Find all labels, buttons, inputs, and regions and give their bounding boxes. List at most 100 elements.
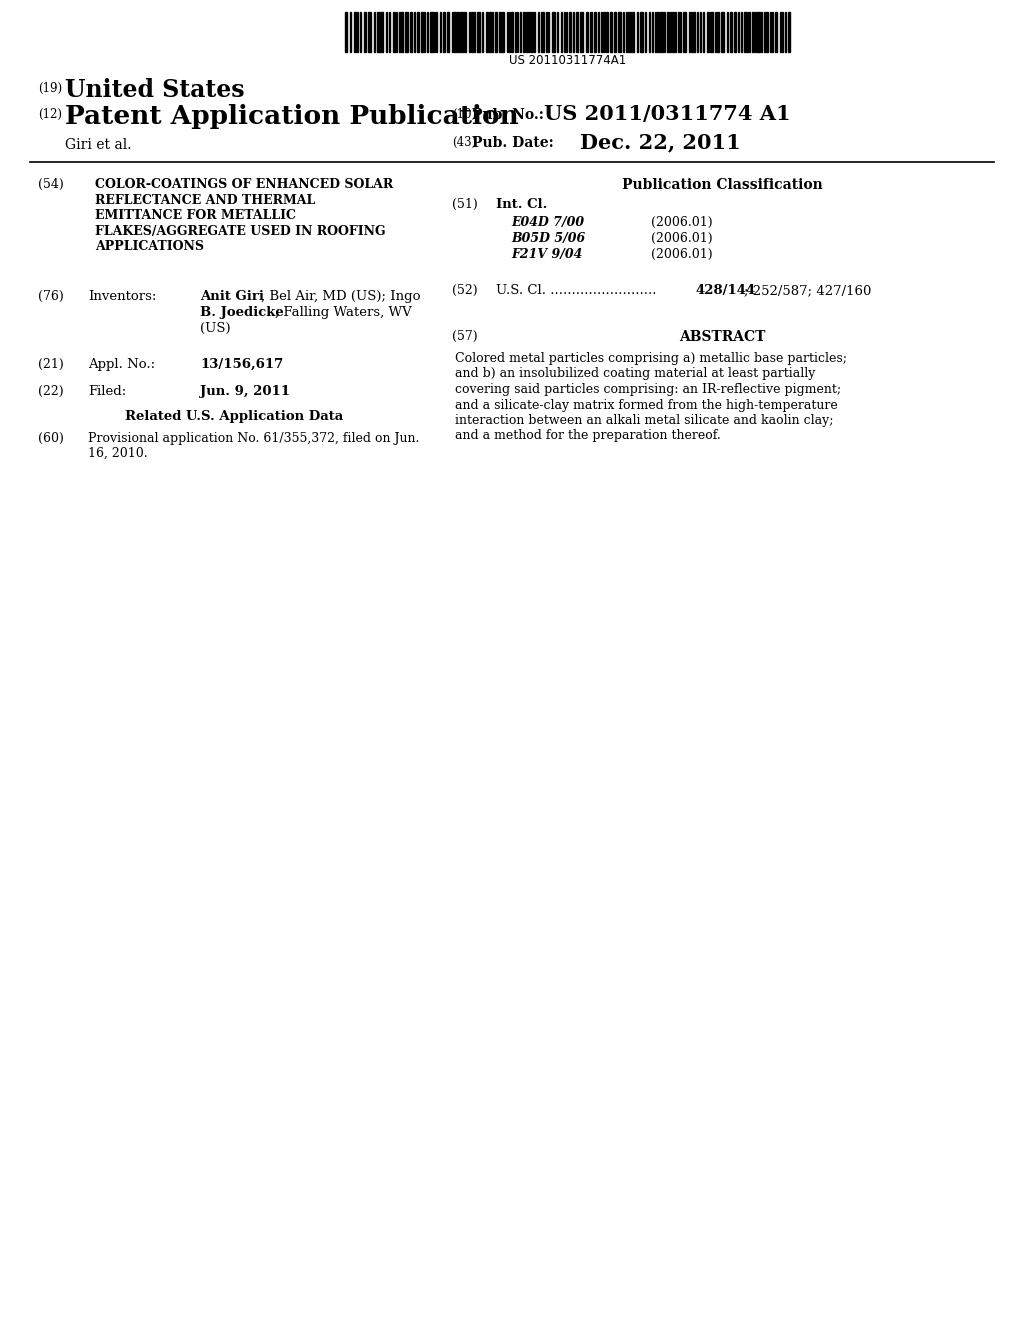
Text: Pub. Date:: Pub. Date: [472,136,554,150]
Text: APPLICATIONS: APPLICATIONS [95,240,204,253]
Text: 13/156,617: 13/156,617 [200,358,284,371]
Bar [381,12,383,51]
Bar [430,12,433,51]
Bar [606,12,608,51]
Text: ABSTRACT: ABSTRACT [679,330,765,345]
Bar [660,12,663,51]
Bar [471,12,473,51]
Bar [721,12,724,51]
Bar [499,12,501,51]
Text: United States: United States [65,78,245,102]
Text: FLAKES/AGGREGATE USED IN ROOFING: FLAKES/AGGREGATE USED IN ROOFING [95,224,386,238]
Text: Inventors:: Inventors: [88,290,157,304]
Bar [734,12,736,51]
Bar [657,12,659,51]
Bar [368,12,371,51]
Bar [345,12,347,51]
Bar [477,12,480,51]
Bar [618,12,621,51]
Bar [364,12,366,51]
Text: interaction between an alkali metal silicate and kaolin clay;: interaction between an alkali metal sili… [455,414,834,426]
Text: (21): (21) [38,358,63,371]
Bar [575,12,578,51]
Text: (57): (57) [452,330,477,343]
Bar [421,12,423,51]
Bar [640,12,643,51]
Text: (US): (US) [200,322,230,335]
Text: Patent Application Publication: Patent Application Publication [65,104,519,129]
Bar [528,12,530,51]
Bar [460,12,463,51]
Text: F21V 9/04: F21V 9/04 [511,248,583,261]
Bar [569,12,571,51]
Text: and b) an insolubilized coating material at least partially: and b) an insolubilized coating material… [455,367,815,380]
Bar [377,12,380,51]
Text: and a method for the preparation thereof.: and a method for the preparation thereof… [455,429,721,442]
Bar [632,12,634,51]
Bar [693,12,695,51]
Text: (2006.01): (2006.01) [651,216,713,228]
Bar [495,12,497,51]
Bar [447,12,449,51]
Text: Int. Cl.: Int. Cl. [496,198,548,211]
Bar [406,12,408,51]
Bar [683,12,686,51]
Text: , Falling Waters, WV: , Falling Waters, WV [274,306,412,319]
Bar [443,12,445,51]
Bar [590,12,592,51]
Bar [580,12,583,51]
Text: (2006.01): (2006.01) [651,232,713,246]
Text: (19): (19) [38,82,62,95]
Bar [766,12,768,51]
Text: ; 252/587; 427/160: ; 252/587; 427/160 [744,284,871,297]
Bar [410,12,412,51]
Text: , Bel Air, MD (US); Ingo: , Bel Air, MD (US); Ingo [261,290,421,304]
Bar [541,12,544,51]
Bar [464,12,466,51]
Text: Giri et al.: Giri et al. [65,139,131,152]
Bar [744,12,746,51]
Bar [594,12,596,51]
Bar [614,12,616,51]
Text: Pub. No.:: Pub. No.: [472,108,544,121]
Text: Dec. 22, 2011: Dec. 22, 2011 [580,132,740,152]
Text: (2006.01): (2006.01) [651,248,713,261]
Bar [757,12,760,51]
Bar [486,12,488,51]
Text: (52): (52) [452,284,477,297]
Bar [531,12,534,51]
Text: (76): (76) [38,290,63,304]
Text: covering said particles comprising: an IR-reflective pigment;: covering said particles comprising: an I… [455,383,841,396]
Text: (43): (43) [452,136,476,149]
Bar [717,12,719,51]
Text: B05D 5/06: B05D 5/06 [511,232,586,246]
Text: (12): (12) [38,108,62,121]
Text: 428/144: 428/144 [696,284,757,297]
Text: B. Joedicke: B. Joedicke [200,306,284,319]
Text: (54): (54) [38,178,63,191]
Bar [523,12,525,51]
Text: COLOR-COATINGS OF ENHANCED SOLAR: COLOR-COATINGS OF ENHANCED SOLAR [95,178,393,191]
Bar [788,12,790,51]
Bar [586,12,588,51]
Text: E04D 7/00: E04D 7/00 [511,216,584,228]
Text: Provisional application No. 61/355,372, filed on Jun.: Provisional application No. 61/355,372, … [88,432,420,445]
Bar [775,12,777,51]
Text: EMITTANCE FOR METALLIC: EMITTANCE FOR METALLIC [95,209,296,222]
Bar [417,12,419,51]
Bar [393,12,395,51]
Text: (51): (51) [452,198,478,211]
Text: Appl. No.:: Appl. No.: [88,358,155,371]
Text: 16, 2010.: 16, 2010. [88,447,147,459]
Bar [707,12,709,51]
Bar [672,12,674,51]
Bar [502,12,504,51]
Text: Related U.S. Application Data: Related U.S. Application Data [125,411,343,422]
Bar [730,12,732,51]
Bar [710,12,713,51]
Bar [752,12,754,51]
Bar [401,12,403,51]
Bar [667,12,669,51]
Text: Filed:: Filed: [88,385,126,399]
Text: US 2011/0311774 A1: US 2011/0311774 A1 [544,104,791,124]
